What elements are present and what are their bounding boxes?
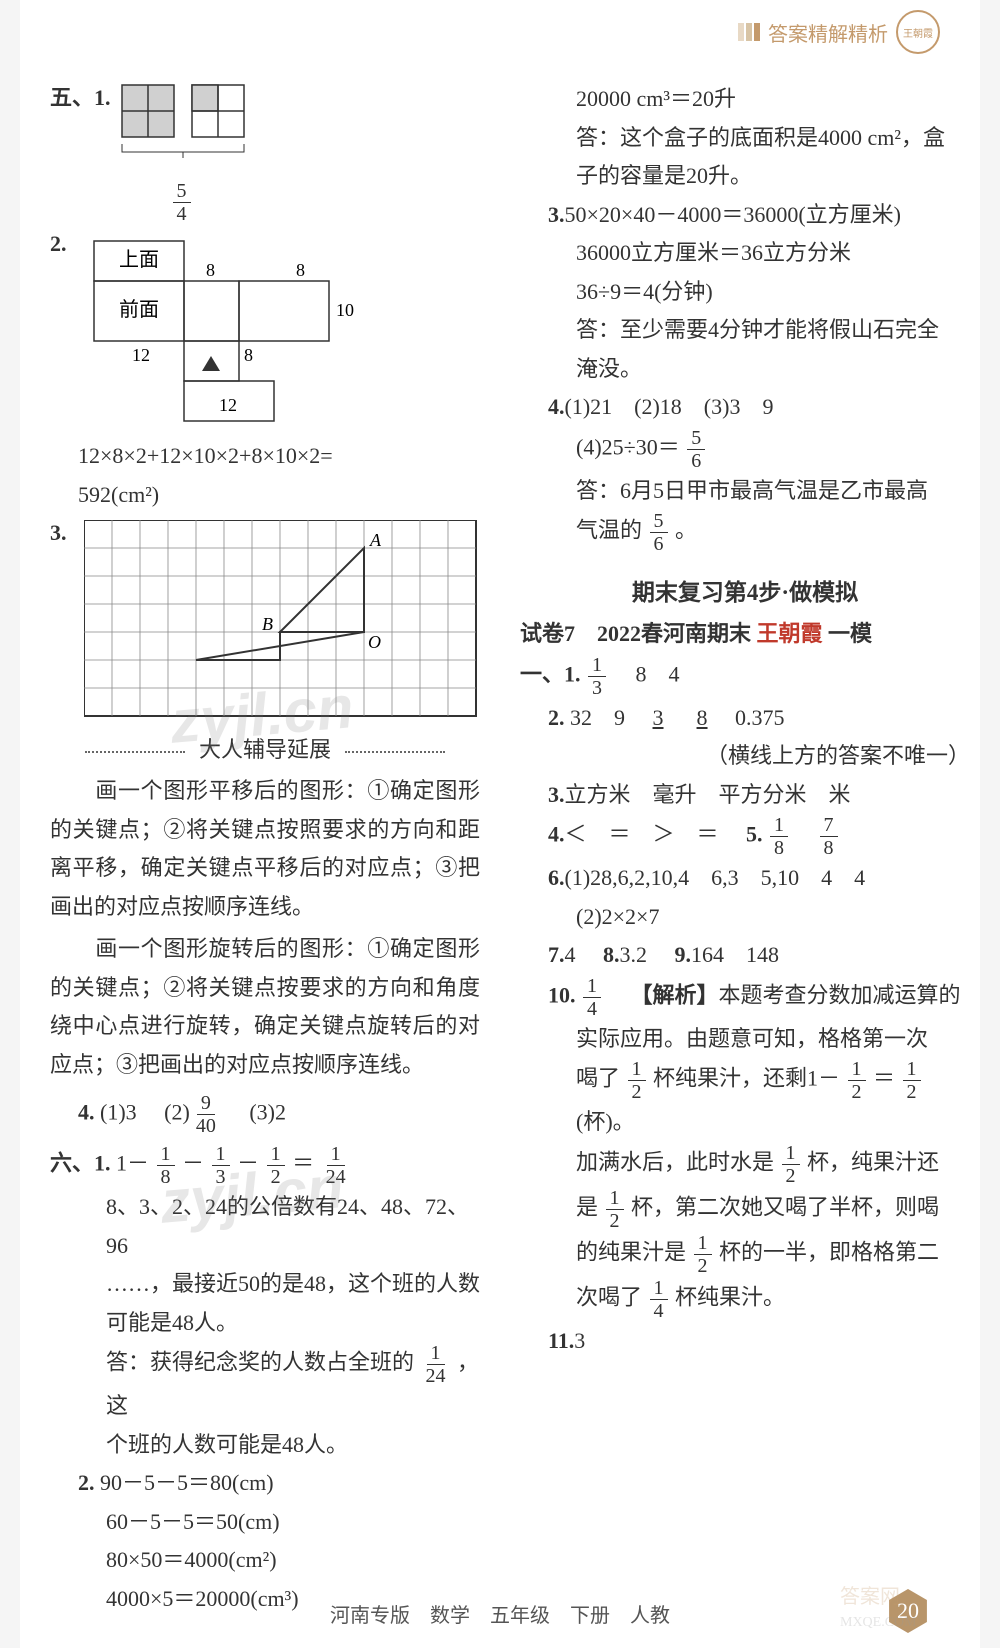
a10: 10. 14 【解析】本题考查分数加减运算的 [520, 975, 970, 1020]
right-column: 20000 cm³＝20升 答：这个盒子的底面积是4000 cm²，盒 子的容量… [520, 80, 970, 1618]
r-q3-l4: 答：至少需要4分钟才能将假山石完全 [520, 311, 970, 350]
guidance-p1: 画一个图形平移后的图形：①确定图形的关键点；②将关键点按照要求的方向和距离平移，… [50, 772, 480, 926]
left-column: 五、1. 54 [50, 80, 480, 1618]
a2-note: （横线上方的答案不唯一） [520, 737, 970, 776]
svg-text:MXQE.COM: MXQE.COM [840, 1615, 917, 1630]
section-title: 期末复习第4步·做模拟 [520, 573, 970, 607]
squares-svg [117, 80, 317, 180]
a10-t2: 实际应用。由题意可知，格格第一次 [520, 1020, 970, 1059]
grid-svg: A B O [84, 520, 480, 720]
r-q4: 4.(1)21 (2)18 (3)3 9 [520, 388, 970, 427]
svg-text:8: 8 [206, 260, 215, 280]
r-q3-l2: 36000立方厘米＝36立方分米 [520, 234, 970, 273]
cont-l1: 20000 cm³＝20升 [520, 80, 970, 119]
r-q4-l3: 答：6月5日甲市最高气温是乙市最高 [520, 472, 970, 511]
a10-t6: 的纯果汁是 12 杯的一半，即格格第二 [520, 1232, 970, 1277]
a6-l2: (2)2×2×7 [520, 898, 970, 937]
svg-text:答案网: 答案网 [840, 1585, 900, 1608]
guidance-p2: 画一个图形旋转后的图形：①确定图形的关键点；②将关键点按要求的方向和角度绕中心点… [50, 930, 480, 1084]
q5-3-row: 3. [50, 520, 480, 720]
svg-text:8: 8 [296, 260, 305, 280]
svg-text:O: O [368, 632, 381, 652]
a11: 11.3 [520, 1322, 970, 1361]
header-seal-icon: 王朝霞 [896, 10, 940, 54]
svg-text:10: 10 [336, 300, 354, 320]
q6-1-ans: 答：获得纪念奖的人数占全班的 124 ，这 [50, 1342, 480, 1426]
net-svg: 上面 前面 8 8 10 12 8 12 [84, 231, 394, 431]
q5-3-label: 3. [50, 520, 78, 546]
header-decor [738, 23, 760, 41]
q6-1-l2: 8、3、2、24的公倍数有24、48、72、96 [50, 1188, 480, 1265]
q5-2-calc: 12×8×2+12×10×2+8×10×2= [50, 437, 480, 476]
guidance-title: 大人辅导延展 [50, 732, 480, 764]
svg-text:A: A [369, 530, 382, 550]
a10-t4: 加满水后，此时水是 12 杯，纯果汁还 [520, 1142, 970, 1187]
header-title: 答案精解精析 [768, 18, 888, 47]
paper-title: 试卷7 2022春河南期末 王朝霞 一模 [520, 615, 970, 654]
page-header: 答案精解精析 王朝霞 [738, 10, 940, 54]
svg-text:12: 12 [219, 395, 237, 415]
q5-4: 4. (1)3 (2)940 (3)2 [50, 1092, 480, 1137]
r-q4-l2: (4)25÷30＝ 56 [520, 427, 970, 472]
page: 答案精解精析 王朝霞 五、1. [20, 0, 980, 1648]
r-q4-l4: 气温的 56 。 [520, 510, 970, 555]
q5-1-diagram: 54 [117, 80, 317, 225]
r-q3-l3: 36÷9＝4(分钟) [520, 273, 970, 312]
front-label: 前面 [119, 298, 159, 321]
q6-2-l3: 80×50＝4000(cm²) [50, 1541, 480, 1580]
r-q3: 3.50×20×40－4000＝36000(立方厘米) [520, 196, 970, 235]
a7-9: 7.4 8.3.2 9.164 148 [520, 936, 970, 975]
corner-watermark: 答案网 MXQE.COM [840, 1578, 960, 1638]
a3: 3.立方米 毫升 平方分米 米 [520, 776, 970, 815]
footer-text: 河南专版 数学 五年级 下册 人教 [330, 1605, 670, 1627]
q5-1-fraction: 54 [117, 180, 247, 225]
a4-a5: 4.＜ ＝ ＞ ＝ 5. 18 78 [520, 814, 970, 859]
q5-2-diagram: 上面 前面 8 8 10 12 8 12 [84, 231, 394, 431]
q6-1: 六、1. 1－ 18 － 13 － 12 ＝ 124 [50, 1143, 480, 1188]
r-q3-l5: 淹没。 [520, 350, 970, 389]
svg-text:8: 8 [244, 345, 253, 365]
a2: 2. 32 9 3 8 0.375 [520, 699, 970, 738]
q6-2-l2: 60－5－5＝50(cm) [50, 1503, 480, 1542]
top-label: 上面 [119, 248, 159, 271]
a10-t7: 次喝了 14 杯纯果汁。 [520, 1277, 970, 1322]
a10-t3: 喝了 12 杯纯果汁，还剩1－ 12 ＝ 12 (杯)。 [520, 1058, 970, 1142]
q5-1-row: 五、1. 54 [50, 80, 480, 225]
footer: 河南专版 数学 五年级 下册 人教 [20, 1599, 980, 1628]
q5-2-label: 2. [50, 231, 78, 257]
cont-l2: 答：这个盒子的底面积是4000 cm²，盒 [520, 119, 970, 158]
q6-2: 2. 90－5－5＝80(cm) [50, 1464, 480, 1503]
q6-1-l4: 可能是48人。 [50, 1304, 480, 1343]
a6: 6.(1)28,6,2,10,4 6,3 5,10 4 4 [520, 859, 970, 898]
svg-text:12: 12 [132, 345, 150, 365]
cont-l3: 子的容量是20升。 [520, 157, 970, 196]
q5-2-result: 592(cm²) [50, 476, 480, 515]
q5-1-label: 五、1. [50, 80, 111, 112]
svg-text:B: B [262, 614, 273, 634]
q5-2-row: 2. 上面 前面 8 8 10 12 [50, 231, 480, 431]
q6-1-ans-l2: 个班的人数可能是48人。 [50, 1426, 480, 1465]
q6-1-l3: ……，最接近50的是48，这个班的人数 [50, 1265, 480, 1304]
a1: 一、1. 13 8 4 [520, 654, 970, 699]
content-columns: 五、1. 54 [50, 80, 950, 1618]
a10-t5: 是 12 杯，第二次她又喝了半杯，则喝 [520, 1187, 970, 1232]
